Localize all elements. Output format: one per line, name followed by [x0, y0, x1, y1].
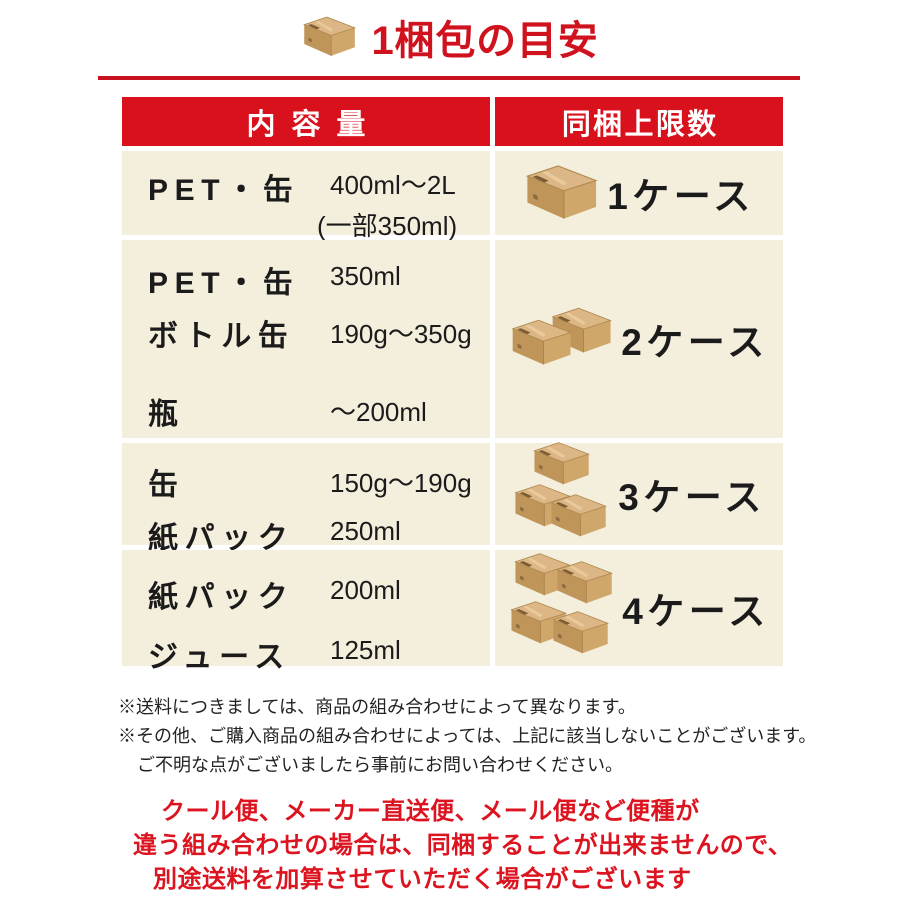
- column-header-max-cases-label: 同梱上限数: [561, 108, 719, 141]
- cardboard-box-icon: [304, 16, 356, 57]
- two-boxes-icon: [509, 307, 613, 371]
- item-label: 紙パック: [148, 581, 295, 614]
- item-label: PET・缶: [148, 174, 300, 207]
- item-label: 缶: [148, 469, 185, 502]
- warning-line: クール便、メーカー直送便、メール便など便種が: [161, 798, 700, 825]
- note-line: ※送料につきましては、商品の組み合わせによって異なります。: [118, 697, 636, 717]
- case-count-label: 2ケース: [621, 322, 769, 363]
- box-icon: [551, 494, 607, 537]
- table-row-4-volume: 紙パック 200ml ジュース 125ml: [122, 550, 490, 674]
- case-count-label: 1ケース: [607, 176, 755, 217]
- item-value: 125ml: [330, 635, 401, 665]
- case-count-label: 4ケース: [622, 591, 770, 632]
- shipping-notes: ※送料につきましては、商品の組み合わせによって異なります。 ※その他、ご購入商品…: [118, 693, 900, 780]
- note-line: ※その他、ご購入商品の組み合わせによっては、上記に該当しないことがございます。: [118, 726, 817, 746]
- three-boxes-icon: [512, 441, 610, 547]
- page-header: 1梱包の目安: [0, 0, 900, 66]
- volume-item: 紙パック 250ml: [148, 513, 490, 557]
- item-label: 瓶: [148, 398, 185, 431]
- item-value: 〜200ml: [330, 397, 427, 427]
- item-value: 400ml〜2L: [330, 170, 456, 200]
- warning-line: 違う組み合わせの場合は、同梱することが出来ませんので、: [133, 832, 793, 859]
- item-value-block: 400ml〜2L (一部350ml): [317, 165, 457, 243]
- box-icon: [527, 165, 597, 220]
- item-value: 250ml: [330, 516, 401, 546]
- table-row-3-volume: 缶 150g〜190g 紙パック 250ml: [122, 443, 490, 555]
- item-value: 150g〜190g: [330, 468, 472, 498]
- column-header-volume: 内容量: [122, 97, 490, 146]
- warning-line: 別途送料を加算させていただく場合がございます: [153, 866, 692, 893]
- item-value: 190g〜350g: [330, 319, 472, 349]
- four-boxes-icon: [508, 552, 614, 664]
- box-icon: [534, 442, 590, 485]
- case-count-label: 3ケース: [618, 477, 766, 518]
- volume-item: PET・缶 350ml: [148, 258, 490, 302]
- item-value: 350ml: [330, 261, 401, 291]
- box-icon: [512, 319, 572, 365]
- packing-table: 内容量 同梱上限数 PET・缶 400ml〜2L (一部350ml) 1ケース: [122, 97, 783, 674]
- item-label: PET・缶: [148, 267, 300, 300]
- item-label: 紙パック: [148, 522, 295, 555]
- volume-item: 缶 150g〜190g: [148, 460, 490, 504]
- volume-item: 瓶 〜200ml: [148, 389, 490, 433]
- table-row-2-cases: 2ケース: [495, 240, 783, 438]
- item-value-note: (一部350ml): [317, 211, 458, 241]
- table-row-3-cases: 3ケース: [495, 441, 783, 547]
- item-value: 200ml: [330, 575, 401, 605]
- item-label: ボトル缶: [148, 320, 295, 353]
- shipping-warning: クール便、メーカー直送便、メール便など便種が 違う組み合わせの場合は、同梱するこ…: [133, 795, 900, 897]
- column-header-volume-label: 内容量: [246, 108, 382, 141]
- volume-item: ボトル缶 190g〜350g: [148, 311, 490, 355]
- volume-item: PET・缶 400ml〜2L (一部350ml): [148, 165, 490, 243]
- volume-item: 紙パック 200ml: [148, 572, 490, 616]
- title-underline: [98, 76, 800, 80]
- item-label: ジュース: [148, 641, 291, 674]
- table-row-1-cases: 1ケース: [495, 151, 783, 235]
- column-header-max-cases: 同梱上限数: [495, 97, 783, 146]
- table-row-4-cases: 4ケース: [495, 550, 783, 666]
- table-row-2-volume: PET・缶 350ml ボトル缶 190g〜350g 瓶 〜200ml ゼリー飲…: [122, 240, 490, 474]
- table-row-1-volume: PET・缶 400ml〜2L (一部350ml): [122, 151, 490, 241]
- page-title: 1梱包の目安: [371, 19, 599, 63]
- one-box-icon: [523, 164, 599, 222]
- volume-item: ジュース 125ml: [148, 632, 490, 676]
- note-line: ご不明な点がございましたら事前にお問い合わせください。: [137, 755, 623, 775]
- box-icon: [553, 611, 609, 654]
